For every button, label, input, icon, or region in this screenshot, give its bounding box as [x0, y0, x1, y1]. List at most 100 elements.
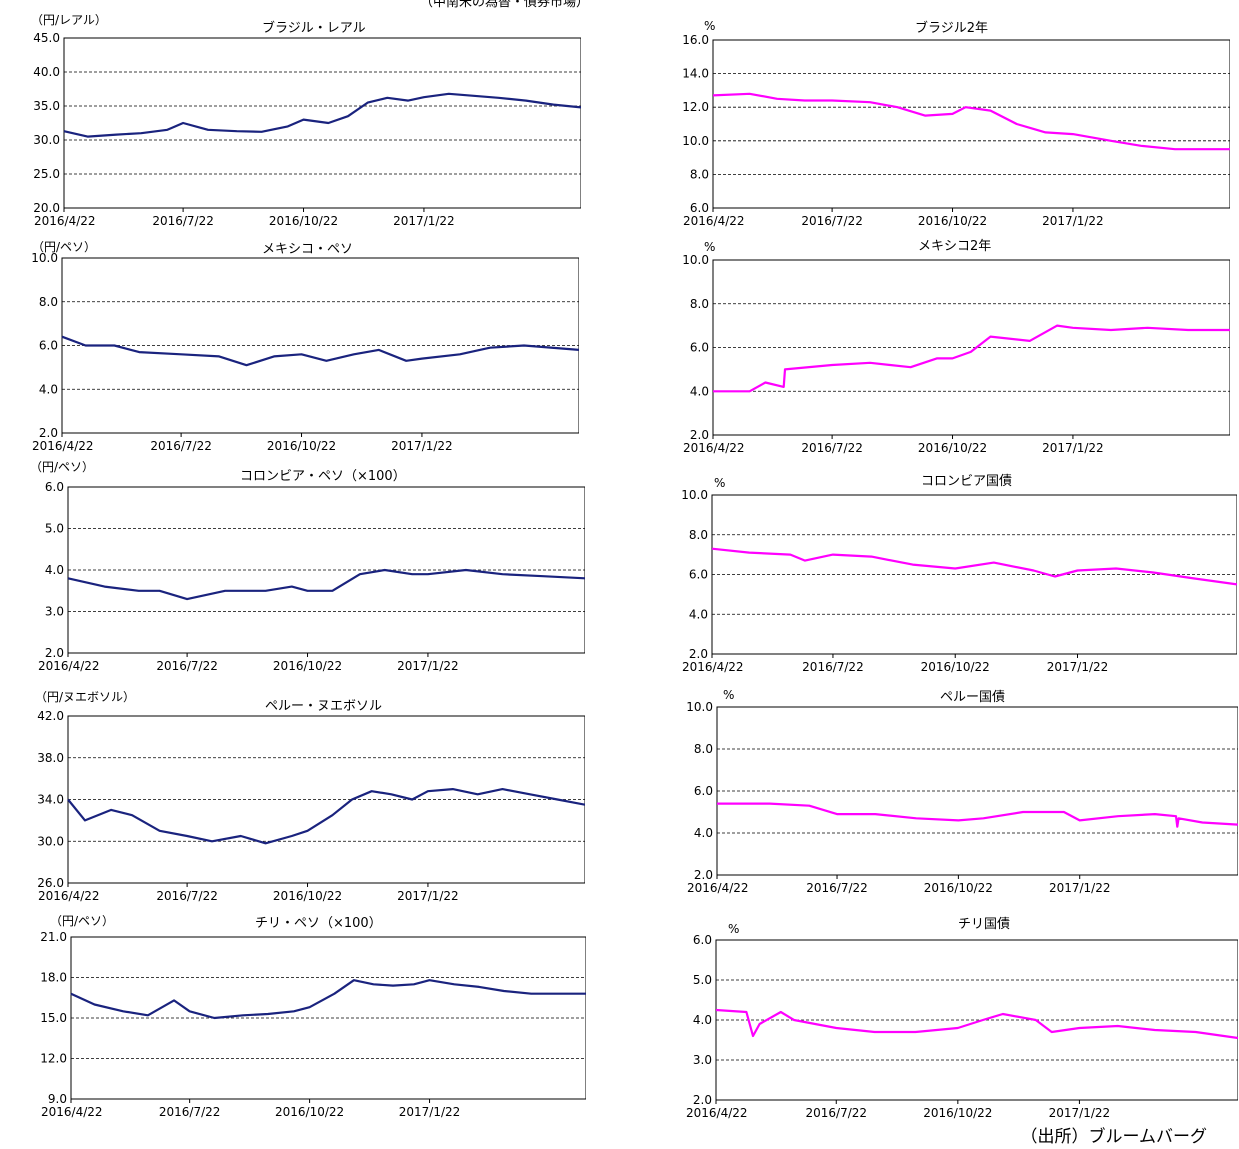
- chart-10-ytick-label: 3.0: [693, 1053, 712, 1067]
- chart-4: 2.0 4.0 6.0 8.0 10.0 2016/4/22 2016/7/22 2016/1…: [682, 254, 1230, 455]
- chart-8-title: ペルー国債: [940, 690, 1006, 705]
- chart-6-ytick-label: 10.0: [681, 489, 708, 502]
- chart-2-unit: %: [704, 19, 716, 33]
- chart-1-series-line: [63, 92, 581, 138]
- chart-2-plot-area: [712, 39, 1230, 209]
- chart-1-xtick-label: 2016/4/22: [34, 214, 96, 228]
- chart-10-xtick-label: 2016/7/22: [805, 1106, 867, 1120]
- chart-3-ytick-label: 6.0: [39, 339, 58, 353]
- chart-3-ytick-label: 8.0: [39, 295, 58, 309]
- chart-1-ytick-label: 25.0: [33, 167, 60, 181]
- chart-9-ytick-label: 15.0: [40, 1011, 67, 1025]
- chart-7: 26.0 30.0 34.0 38.0 42.0 2016/4/22 2016/7/22 20…: [37, 710, 585, 903]
- chart-4-plot-area: [712, 259, 1230, 436]
- chart-9-plot-area: [70, 936, 586, 1100]
- chart-4-ytick-label: 4.0: [690, 384, 709, 398]
- chart-8-unit: %: [723, 688, 735, 702]
- chart-8-plot-area: [716, 706, 1238, 876]
- chart-9-unit: （円/ペソ）: [50, 914, 115, 928]
- chart-4-ytick-label: 10.0: [682, 254, 709, 267]
- chart-3-ytick-label: 4.0: [39, 382, 58, 396]
- chart-6-ytick-label: 2.0: [689, 647, 708, 661]
- chart-2-ytick-label: 12.0: [682, 100, 709, 114]
- chart-9-ytick-label: 9.0: [48, 1092, 67, 1106]
- chart-9-xtick-label: 2016/7/22: [159, 1105, 221, 1119]
- chart-9-series-line: [70, 979, 586, 1020]
- chart-1: 20.0 25.0 30.0 35.0 40.0 45.0 2016/4/22 2016/7/…: [33, 32, 581, 228]
- chart-9-xtick-label: 2016/4/22: [41, 1105, 103, 1119]
- chart-8-ytick-label: 8.0: [694, 742, 713, 756]
- chart-6-plot-area: [711, 494, 1237, 655]
- chart-7-ytick-label: 38.0: [37, 751, 64, 765]
- chart-8-xtick-label: 2016/4/22: [687, 881, 749, 895]
- chart-6-ytick-label: 6.0: [689, 568, 708, 582]
- chart-3-ytick-label: 10.0: [31, 252, 58, 265]
- chart-3-unit: （円/ペソ）: [32, 240, 97, 254]
- chart-8-ytick-label: 2.0: [694, 868, 713, 882]
- chart-8-ytick-label: 4.0: [694, 826, 713, 840]
- chart-5-ytick-label: 3.0: [45, 605, 64, 619]
- chart-9-ytick-label: 18.0: [40, 971, 67, 985]
- chart-5-xtick-label: 2016/7/22: [156, 659, 218, 673]
- chart-8-series-line: [717, 802, 1238, 828]
- chart-3-xtick-label: 2016/4/22: [32, 439, 94, 453]
- chart-5-title: コロンビア・ペソ（×100）: [240, 469, 406, 484]
- chart-10-ytick-label: 4.0: [693, 1013, 712, 1027]
- chart-10-xtick-label: 2016/4/22: [686, 1106, 748, 1120]
- chart-6-unit: %: [714, 476, 726, 490]
- chart-1-unit: （円/レアル）: [31, 13, 107, 27]
- chart-1-xtick-label: 2017/1/22: [393, 214, 455, 228]
- chart-2: 6.0 8.0 10.0 12.0 14.0 16.0 2016/4/22 2016/7/22…: [682, 34, 1230, 228]
- chart-3-xtick-label: 2017/1/22: [391, 439, 453, 453]
- chart-9-xtick-label: 2016/10/22: [275, 1105, 344, 1119]
- chart-2-ytick-label: 14.0: [682, 67, 709, 81]
- chart-7-title: ペルー・ヌエボソル: [265, 699, 383, 714]
- chart-2-xtick-label: 2016/4/22: [683, 214, 745, 228]
- chart-8-xtick-label: 2016/10/22: [924, 881, 993, 895]
- chart-7-xtick-label: 2016/4/22: [38, 889, 100, 903]
- chart-3-xtick-label: 2016/10/22: [267, 439, 336, 453]
- chart-6-ytick-label: 4.0: [689, 607, 708, 621]
- chart-2-xtick-label: 2016/10/22: [918, 214, 987, 228]
- chart-5-ytick-label: 2.0: [45, 646, 64, 660]
- chart-5-xtick-label: 2016/10/22: [273, 659, 342, 673]
- chart-5-xtick-label: 2017/1/22: [397, 659, 459, 673]
- chart-3: 2.0 4.0 6.0 8.0 10.0 2016/4/22 2016/7/22 2016/1…: [31, 252, 579, 453]
- chart-4-xtick-label: 2016/4/22: [683, 441, 745, 455]
- chart-9-xtick-label: 2017/1/22: [399, 1105, 461, 1119]
- chart-7-xtick-label: 2016/10/22: [273, 889, 342, 903]
- page-title: （中南米の為替・債券市場）: [420, 0, 590, 10]
- chart-4-xtick-label: 2017/1/22: [1042, 441, 1104, 455]
- chart-5-xtick-label: 2016/4/22: [38, 659, 100, 673]
- chart-10-unit: %: [728, 922, 740, 936]
- chart-1-ytick-label: 35.0: [33, 99, 60, 113]
- chart-1-plot-area: [63, 37, 581, 209]
- chart-6-xtick-label: 2016/10/22: [921, 660, 990, 674]
- chart-6-xtick-label: 2017/1/22: [1047, 660, 1109, 674]
- chart-8-xtick-label: 2017/1/22: [1049, 881, 1111, 895]
- chart-4-ytick-label: 8.0: [690, 297, 709, 311]
- chart-10-ytick-label: 5.0: [693, 973, 712, 987]
- chart-9-ytick-label: 12.0: [40, 1052, 67, 1066]
- chart-5-ytick-label: 5.0: [45, 522, 64, 536]
- chart-6: 2.0 4.0 6.0 8.0 10.0 2016/4/22 2016/7/22 2016/1…: [681, 489, 1237, 674]
- chart-7-ytick-label: 30.0: [37, 834, 64, 848]
- chart-10-ytick-label: 2.0: [693, 1093, 712, 1107]
- chart-6-xtick-label: 2016/7/22: [802, 660, 864, 674]
- chart-1-ytick-label: 40.0: [33, 65, 60, 79]
- chart-2-series-line: [712, 92, 1230, 151]
- chart-10-series-line: [715, 1008, 1238, 1040]
- chart-4-ytick-label: 2.0: [690, 428, 709, 442]
- chart-10: 2.0 3.0 4.0 5.0 6.0 2016/4/22 2016/7/22 2016/10…: [686, 934, 1238, 1120]
- chart-2-ytick-label: 16.0: [682, 34, 709, 47]
- chart-1-xtick-label: 2016/7/22: [152, 214, 214, 228]
- chart-5-ytick-label: 4.0: [45, 563, 64, 577]
- chart-4-unit: %: [704, 240, 716, 254]
- chart-7-ytick-label: 26.0: [37, 876, 64, 890]
- chart-8-ytick-label: 6.0: [694, 784, 713, 798]
- chart-1-title: ブラジル・レアル: [262, 21, 366, 36]
- chart-4-ytick-label: 6.0: [690, 341, 709, 355]
- chart-7-xtick-label: 2016/7/22: [156, 889, 218, 903]
- chart-7-unit: （円/ヌエボソル）: [35, 690, 136, 704]
- chart-3-ytick-label: 2.0: [39, 426, 58, 440]
